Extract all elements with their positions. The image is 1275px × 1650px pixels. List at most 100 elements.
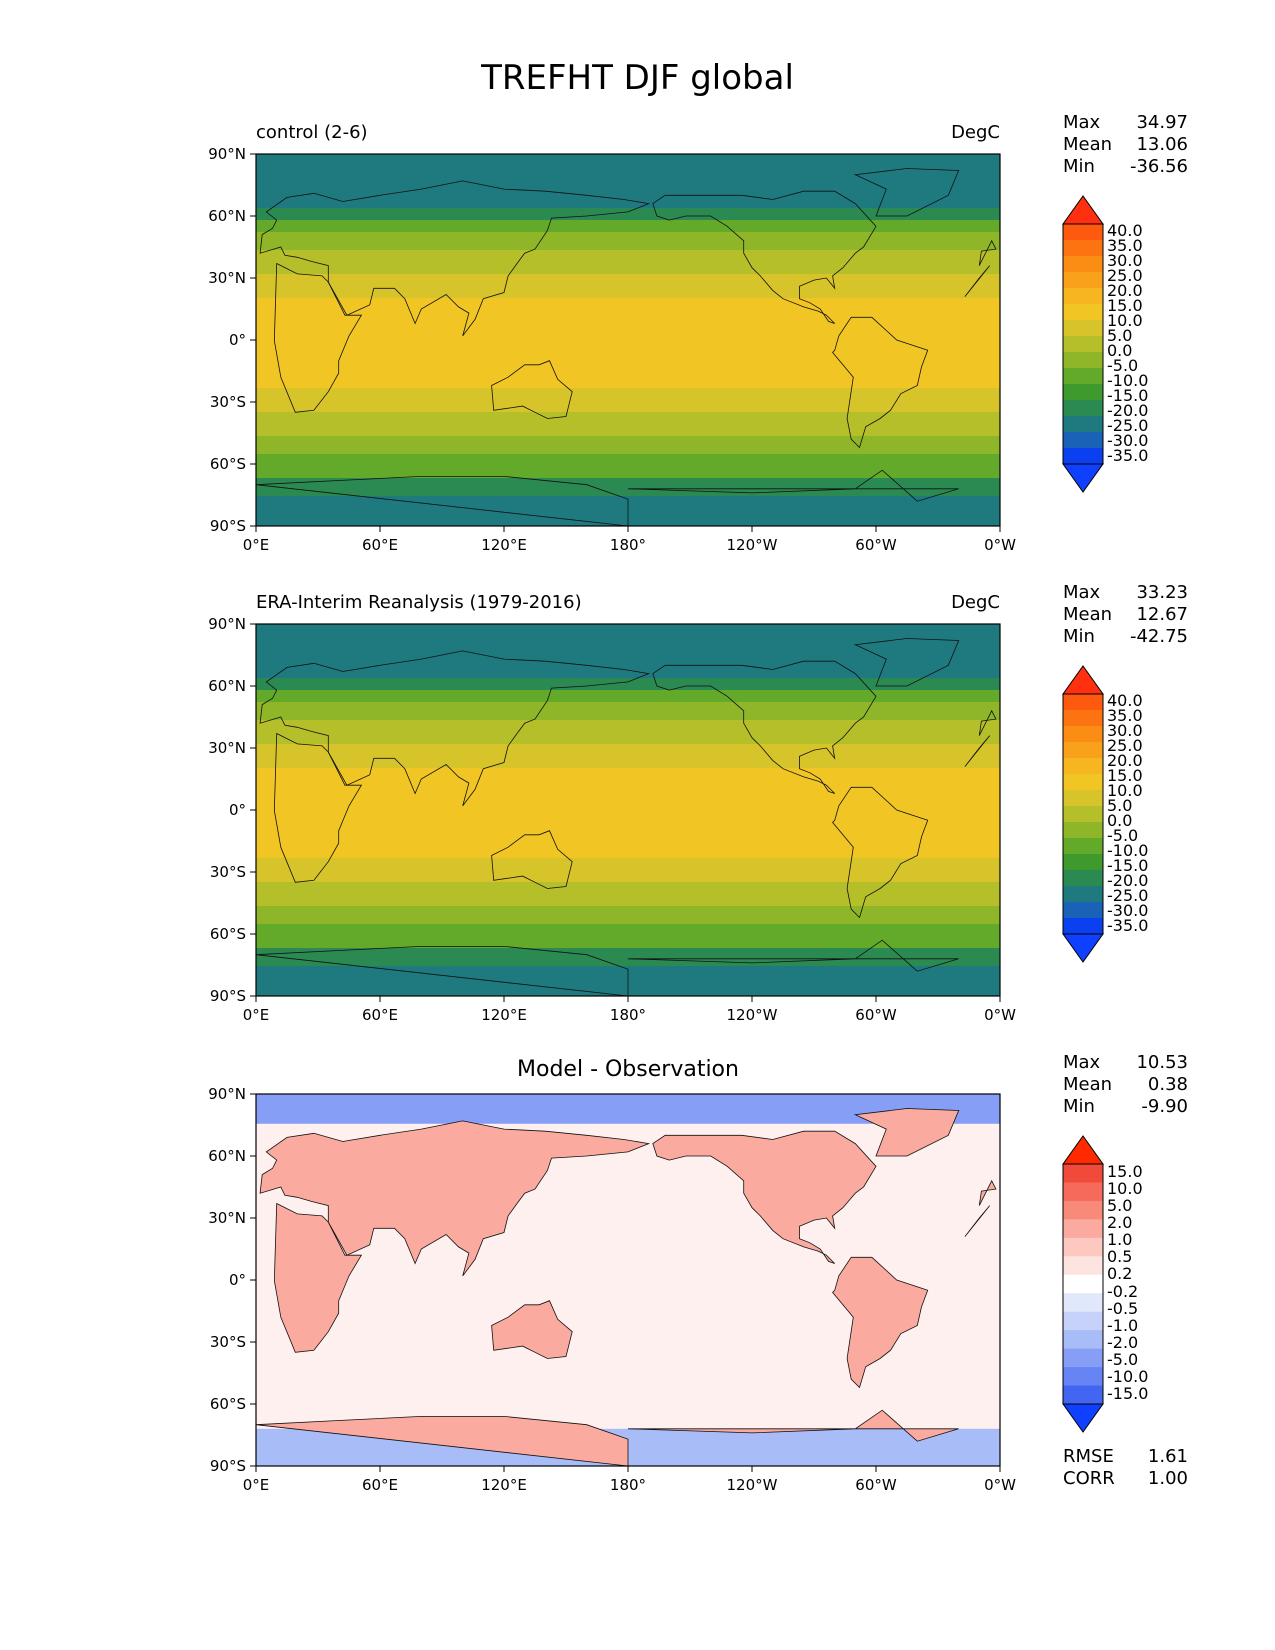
temperature-band [256, 762, 1000, 769]
coastline [832, 316, 929, 449]
colorbar-label: -10.0 [1107, 840, 1149, 860]
temperature-band [256, 178, 1000, 185]
colorbar-label: 15.0 [1107, 295, 1143, 315]
temperature-band [256, 214, 1000, 221]
temperature-band [256, 654, 1000, 661]
temperature-band [256, 166, 1000, 173]
lat-tick-label: 90°S [210, 987, 246, 1005]
colorbar-label: 35.0 [1107, 235, 1143, 255]
temperature-band [256, 768, 1000, 775]
temperature-band [256, 160, 1000, 167]
temperature-band [256, 352, 1000, 359]
temperature-band [256, 870, 1000, 877]
colorbar-segment [1063, 758, 1103, 775]
colorbar-segment [1063, 870, 1103, 887]
colorbar-label: -5.0 [1107, 1350, 1139, 1370]
temperature-band [256, 304, 1000, 311]
stat-label: Mean [1063, 604, 1113, 625]
colorbar-segment [1063, 710, 1103, 727]
temperature-band [256, 490, 1000, 497]
lat-tick-label: 30°S [210, 863, 246, 881]
temperature-band [256, 328, 1000, 335]
lon-tick-label: 120°W [727, 536, 778, 554]
temperature-band [256, 804, 1000, 811]
colorbar-label: -25.0 [1107, 885, 1149, 905]
temperature-band [256, 648, 1000, 655]
colorbar-label: -25.0 [1107, 415, 1149, 435]
colorbar-label: -5.0 [1107, 825, 1139, 845]
colorbar-segment [1063, 886, 1103, 903]
temperature-band [256, 690, 1000, 697]
temperature-band [256, 798, 1000, 805]
colorbar-label: -35.0 [1107, 915, 1149, 935]
stat-value: 1.61 [1147, 1446, 1188, 1467]
colorbar-label: 15.0 [1107, 765, 1143, 785]
colorbar-segment [1063, 432, 1103, 449]
temperature-band [256, 864, 1000, 871]
temperature-band [256, 394, 1000, 401]
lat-tick-label: 60°S [210, 1395, 246, 1413]
colorbar-segment [1063, 774, 1103, 791]
temperature-band [256, 846, 1000, 853]
colorbar-segment [1063, 1311, 1103, 1331]
colorbar-label: -20.0 [1107, 400, 1149, 420]
coastline [274, 1202, 991, 1353]
map-panel-observation: 90°N 60°N 30°N 0° 30°S 60°S 90°S0°E 60°E 120°E 18… [208, 615, 1016, 1024]
colorbar-label: -1.0 [1107, 1315, 1139, 1335]
temperature-band [256, 720, 1000, 727]
lon-tick-label: 120°W [727, 1476, 778, 1494]
stat-label: Min [1063, 626, 1095, 647]
lat-tick-label: 0° [229, 331, 246, 349]
stat-label: Mean [1063, 134, 1113, 155]
temperature-band [256, 828, 1000, 835]
coastline [832, 1256, 929, 1389]
colorbar-label: -10.0 [1107, 370, 1149, 390]
colorbar-segment [1063, 1237, 1103, 1257]
lat-tick-label: 90°N [208, 145, 246, 163]
colorbar-segment [1063, 742, 1103, 759]
stat-value: 34.97 [1136, 112, 1188, 133]
colorbar-segment [1063, 1293, 1103, 1313]
coastline [491, 830, 573, 889]
temperature-band [256, 334, 1000, 341]
temperature-band [256, 358, 1000, 365]
lon-tick-label: 0°W [984, 1476, 1016, 1494]
lat-tick-label: 60°N [208, 1147, 246, 1165]
temperature-band [256, 714, 1000, 721]
lon-tick-label: 120°E [481, 536, 527, 554]
temperature-band [256, 630, 1000, 637]
figure-title: TREFHT DJF global [481, 58, 794, 98]
temperature-band [256, 744, 1000, 751]
colorbar-label: 30.0 [1107, 720, 1143, 740]
colorbar-segment [1063, 256, 1103, 273]
colorbar-label: -15.0 [1107, 1384, 1149, 1404]
temperature-band [256, 472, 1000, 479]
colorbar-label: 35.0 [1107, 705, 1143, 725]
lon-tick-label: 0°W [984, 1006, 1016, 1024]
colorbar-segment [1063, 304, 1103, 321]
temperature-band [256, 894, 1000, 901]
lon-tick-label: 0°E [243, 1476, 270, 1494]
colorbar-label: 40.0 [1107, 220, 1143, 240]
temperature-band [256, 310, 1000, 317]
colorbar-label: -2.0 [1107, 1333, 1139, 1352]
temperature-band [256, 888, 1000, 895]
temperature-band [256, 642, 1000, 649]
temperature-band [256, 780, 1000, 787]
temperature-band [256, 460, 1000, 467]
temperature-band [256, 954, 1000, 961]
temperature-band [256, 738, 1000, 745]
temperature-band [256, 636, 1000, 643]
coastline [274, 262, 991, 413]
colorbar-segment [1063, 352, 1103, 369]
colorbar-label: -30.0 [1107, 900, 1149, 920]
colorbar-segment [1063, 1200, 1103, 1220]
colorbar-label: 1.0 [1107, 1230, 1133, 1250]
colorbar-segment [1063, 1256, 1103, 1276]
lon-tick-label: 60°W [855, 536, 897, 554]
temperature-band [256, 298, 1000, 305]
temperature-band [256, 370, 1000, 377]
lat-tick-label: 90°S [210, 1457, 246, 1475]
temperature-band [256, 696, 1000, 703]
temperature-band [256, 834, 1000, 841]
